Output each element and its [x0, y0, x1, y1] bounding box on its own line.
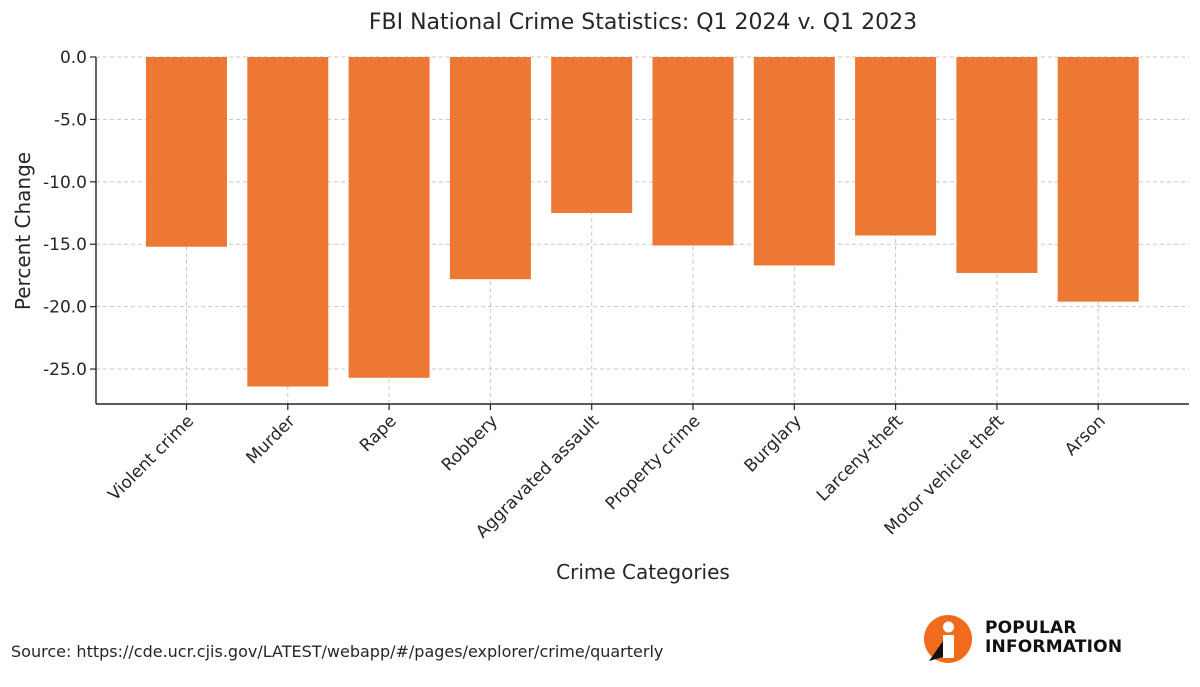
y-tick-label: 0.0	[60, 48, 87, 68]
bar-rape	[348, 57, 430, 378]
x-tick-label: Arson	[1061, 411, 1110, 460]
logo-mark-icon	[924, 615, 972, 663]
y-tick-label: -15.0	[43, 235, 87, 255]
bar-murder	[247, 57, 329, 387]
x-tick-label: Murder	[243, 411, 300, 468]
y-tick-label: -20.0	[43, 298, 87, 318]
chart-title: FBI National Crime Statistics: Q1 2024 v…	[369, 10, 917, 35]
x-axis-label: Crime Categories	[556, 560, 730, 584]
y-axis-label: Percent Change	[11, 152, 35, 310]
x-tick-labels: Violent crime Murder Rape RobberyAggravated…	[104, 411, 1109, 542]
bar-arson	[1057, 57, 1139, 302]
axes	[90, 56, 1189, 410]
x-tick-label: Rape	[356, 411, 401, 456]
y-tick-label: -10.0	[43, 173, 87, 193]
popular-information-logo: POPULAR INFORMATION	[921, 611, 1131, 667]
bar-property-crime	[652, 57, 734, 246]
logo-line-2: INFORMATION	[985, 637, 1123, 657]
bar-violent-crime	[146, 57, 227, 247]
x-tick-label: Property crime	[602, 411, 705, 514]
bar-burglary	[753, 57, 835, 266]
bars	[146, 57, 1139, 387]
bar-larceny-theft	[855, 57, 937, 236]
source-note: Source: https://cde.ucr.cjis.gov/LATEST/…	[11, 642, 664, 661]
bar-robbery	[449, 57, 531, 280]
y-tick-labels: 0.0 -5.0 -10.0 -15.0 -20.0 -25.0	[43, 48, 87, 380]
y-tick-label: -5.0	[54, 110, 87, 130]
x-tick-label: Violent crime	[104, 411, 198, 505]
bar-motor-vehicle-theft	[956, 57, 1038, 273]
logo-wordmark: POPULAR INFORMATION	[985, 619, 1122, 657]
x-tick-label: Burglary	[741, 411, 806, 476]
bar-aggravated-assault	[551, 57, 633, 214]
x-tick-label: Robbery	[438, 411, 502, 475]
y-tick-label: -25.0	[43, 360, 87, 380]
x-tick-label: Larceny-theft	[813, 411, 907, 505]
logo-line-1: POPULAR	[985, 618, 1077, 638]
